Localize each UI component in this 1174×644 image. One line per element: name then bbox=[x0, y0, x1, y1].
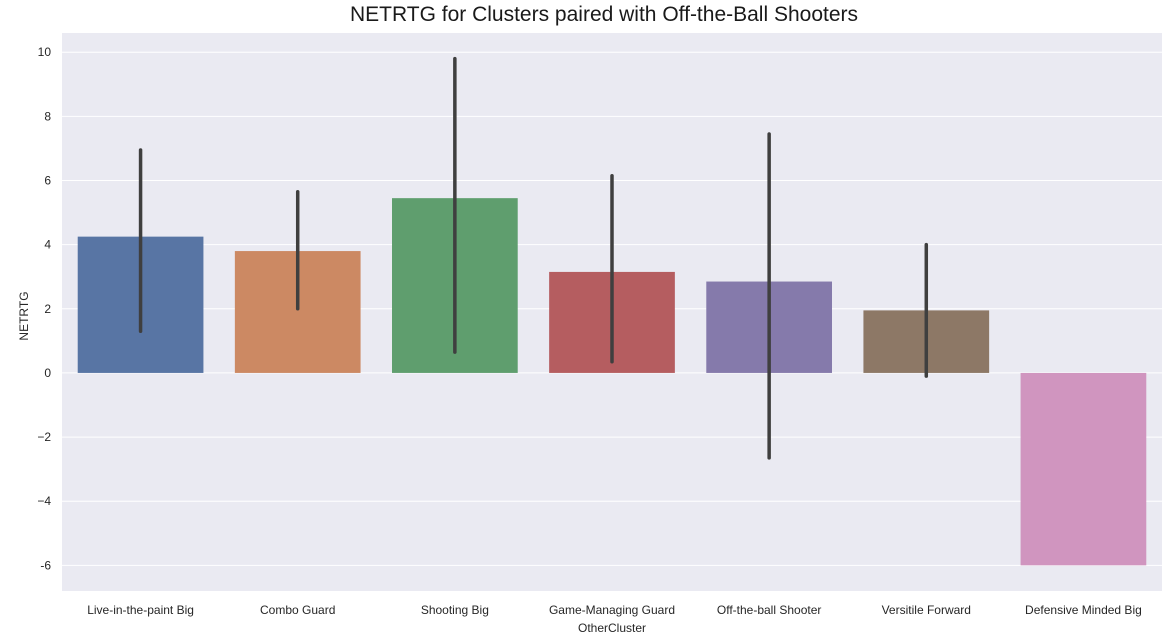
y-tick-label: 8 bbox=[44, 109, 51, 123]
x-tick-label: Shooting Big bbox=[421, 603, 489, 617]
y-tick-label: 10 bbox=[38, 45, 52, 59]
y-tick-label: −2 bbox=[37, 430, 51, 444]
y-tick-label: -6 bbox=[40, 558, 51, 572]
x-axis-label: OtherCluster bbox=[578, 621, 646, 635]
x-tick-label: Defensive Minded Big bbox=[1025, 603, 1142, 617]
x-tick-labels: Live-in-the-paint Big Combo Guard Shooting… bbox=[87, 603, 1142, 617]
chart-title: NETRTG for Clusters paired with Off-the-… bbox=[349, 3, 859, 26]
x-tick-label: Versitile Forward bbox=[882, 603, 971, 617]
x-tick-label: Combo Guard bbox=[260, 603, 335, 617]
y-tick-label: 2 bbox=[44, 302, 51, 316]
error-bars bbox=[138, 56, 929, 460]
x-tick-label: Off-the-ball Shooter bbox=[717, 603, 822, 617]
y-tick-label: −4 bbox=[37, 494, 51, 508]
y-tick-label: 4 bbox=[44, 238, 51, 252]
y-tick-label: 0 bbox=[44, 366, 51, 380]
y-tick-labels: 10 8 6 4 2 0 −2 −4 -6 bbox=[37, 45, 51, 572]
bar bbox=[1020, 372, 1147, 566]
x-tick-label: Live-in-the-paint Big bbox=[87, 603, 194, 617]
y-axis-label: NETRTG bbox=[17, 291, 31, 340]
x-tick-label: Game-Managing Guard bbox=[549, 603, 675, 617]
y-tick-label: 6 bbox=[44, 174, 51, 188]
